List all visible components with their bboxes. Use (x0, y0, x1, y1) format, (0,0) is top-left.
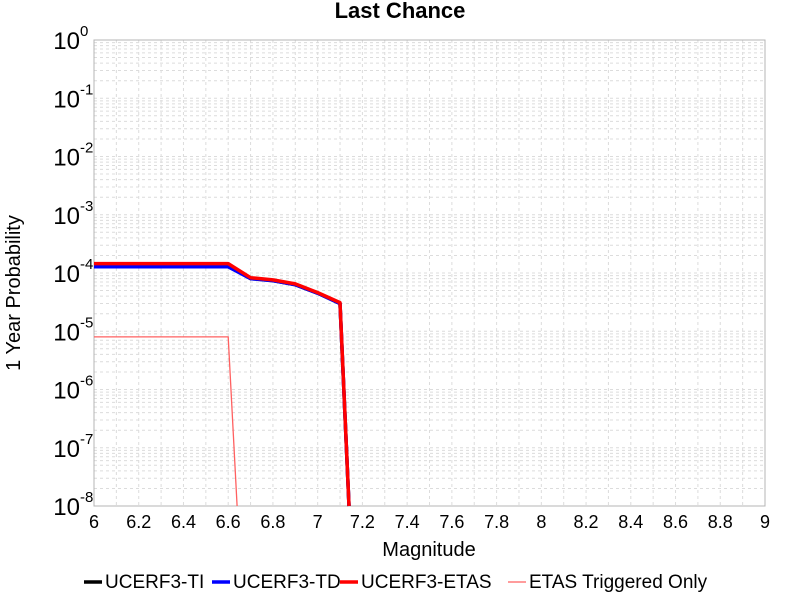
x-tick-label: 6.4 (171, 512, 196, 532)
y-tick-label-base: 10 (53, 203, 80, 230)
legend-label: UCERF3-ETAS (361, 572, 492, 593)
x-tick-label: 6.8 (260, 512, 285, 532)
legend-label: ETAS Triggered Only (529, 572, 708, 593)
y-tick-label-exponent: -8 (80, 489, 93, 506)
x-tick-label: 7.4 (395, 512, 420, 532)
y-tick-label-base: 10 (53, 319, 80, 346)
y-axis-label: 1 Year Probability (3, 215, 25, 371)
x-tick-label: 6 (89, 512, 99, 532)
x-tick-label: 7.8 (484, 512, 509, 532)
y-tick-label-base: 10 (53, 261, 80, 288)
x-axis-ticks: 6 6.2 6.4 6.6 6.8 7 7.2 7.4 7.6 7.8 8 8.2 8.4 8.6 8.8 9 (89, 512, 770, 532)
y-tick-label-base: 10 (53, 86, 80, 113)
y-tick-label-exponent: 0 (80, 23, 88, 40)
x-tick-label: 7.2 (350, 512, 375, 532)
y-tick-label-base: 10 (53, 436, 80, 463)
x-tick-label: 8.8 (708, 512, 733, 532)
series-layer (94, 261, 351, 507)
plot-area (93, 39, 766, 507)
x-tick-label: 8.2 (574, 512, 599, 532)
y-tick-label-base: 10 (53, 145, 80, 172)
legend: UCERF3-TI UCERF3-TD UCERF3-ETAS ETAS Trigge… (84, 572, 708, 593)
x-tick-label: 7.6 (439, 512, 464, 532)
x-axis-label: Magnitude (382, 539, 475, 561)
x-tick-label: 7 (313, 512, 323, 532)
x-tick-label: 8.6 (663, 512, 688, 532)
series-line (94, 265, 351, 507)
legend-label: UCERF3-TI (105, 572, 204, 593)
y-tick-label-exponent: -7 (80, 431, 93, 448)
y-tick-label-exponent: -5 (80, 314, 93, 331)
y-tick-label-exponent: -6 (80, 373, 93, 390)
y-tick-label-base: 10 (53, 378, 80, 405)
y-tick-label-exponent: -1 (80, 81, 93, 98)
y-tick-label-exponent: -4 (80, 256, 93, 273)
y-tick-label-base: 10 (53, 494, 80, 521)
x-tick-label: 9 (760, 512, 770, 532)
grid (93, 40, 766, 507)
series-line (94, 261, 351, 507)
x-tick-label: 8 (536, 512, 546, 532)
x-tick-label: 6.2 (126, 512, 151, 532)
series-line (94, 264, 351, 507)
series-line (94, 336, 238, 507)
y-tick-label-exponent: -3 (80, 198, 93, 215)
y-tick-label-base: 10 (53, 28, 80, 55)
x-tick-label: 6.6 (216, 512, 241, 532)
legend-label: UCERF3-TD (233, 572, 341, 593)
y-tick-label-exponent: -2 (80, 140, 93, 157)
chart-title: Last Chance (335, 0, 466, 23)
x-tick-label: 8.4 (618, 512, 643, 532)
